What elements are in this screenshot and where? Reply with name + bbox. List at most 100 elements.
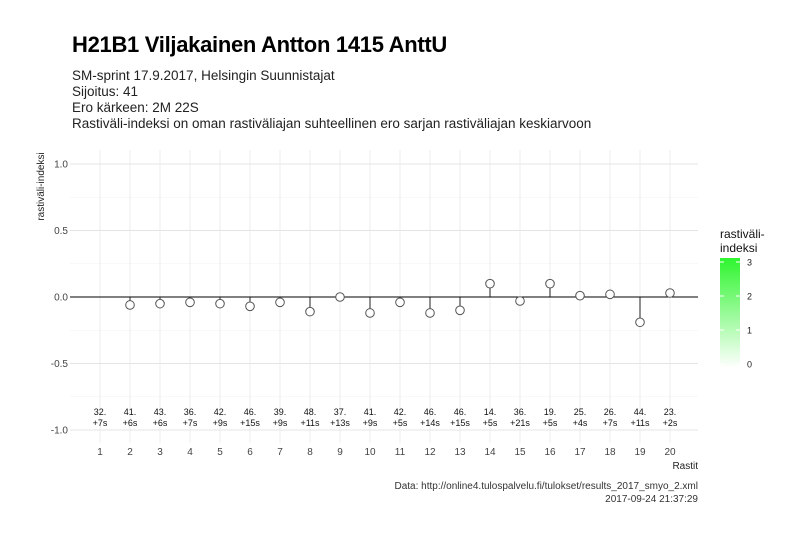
- x-tick-label: 17: [574, 447, 586, 458]
- placing-label: 44.: [634, 407, 647, 417]
- data-point: [185, 297, 195, 308]
- x-tick-label: 1: [97, 447, 103, 458]
- x-axis-title: Rastit: [672, 461, 698, 472]
- x-tick-label: 4: [187, 447, 193, 458]
- legend-tick-label: 3: [747, 258, 752, 268]
- placing-label: 32.: [94, 407, 107, 417]
- x-tick-label: 6: [247, 447, 253, 458]
- time-loss-label: +7s: [183, 418, 198, 428]
- data-point: [245, 301, 255, 312]
- data-point: [515, 296, 525, 306]
- data-point: [215, 298, 225, 309]
- legend-title: rastiväli-: [720, 227, 765, 241]
- y-tick-label: 0.0: [54, 293, 68, 304]
- placing-label: 26.: [604, 407, 617, 417]
- time-loss-label: +15s: [450, 418, 470, 428]
- placing-label: 23.: [664, 407, 677, 417]
- x-tick-label: 10: [364, 447, 376, 458]
- placing-label: 46.: [244, 407, 257, 417]
- x-tick-label: 15: [514, 447, 526, 458]
- x-tick-label: 3: [157, 447, 163, 458]
- time-loss-label: +7s: [603, 418, 618, 428]
- data-point: [275, 297, 285, 308]
- placing-label: 36.: [184, 407, 197, 417]
- x-tick-label: 9: [337, 447, 343, 458]
- data-point: [395, 297, 405, 308]
- subtitle-gap: Ero kärkeen: 2M 22S: [72, 100, 199, 115]
- legend-color-bar: [720, 258, 740, 368]
- placing-label: 39.: [274, 407, 287, 417]
- subtitle-event: SM-sprint 17.9.2017, Helsingin Suunnista…: [72, 68, 335, 83]
- x-tick-label: 16: [544, 447, 556, 458]
- time-loss-label: +5s: [393, 418, 408, 428]
- time-loss-label: +13s: [330, 418, 350, 428]
- x-tick-label: 8: [307, 447, 313, 458]
- time-loss-label: +7s: [93, 418, 108, 428]
- x-tick-label: 18: [604, 447, 616, 458]
- x-tick-label: 19: [634, 447, 646, 458]
- data-point: [575, 290, 585, 301]
- timestamp: 2017-09-24 21:37:29: [605, 494, 698, 505]
- x-tick-label: 14: [484, 447, 496, 458]
- data-point: [425, 308, 435, 318]
- data-point: [305, 306, 315, 317]
- subtitle-description: Rastiväli-indeksi on oman rastiväliajan …: [72, 116, 592, 131]
- time-loss-label: +9s: [363, 418, 378, 428]
- data-point: [665, 288, 675, 298]
- time-loss-label: +4s: [573, 418, 588, 428]
- placing-label: 36.: [514, 407, 527, 417]
- placing-label: 42.: [394, 407, 407, 417]
- data-point: [635, 317, 645, 328]
- placing-label: 48.: [304, 407, 317, 417]
- placing-label: 14.: [484, 407, 497, 417]
- time-loss-label: +14s: [420, 418, 440, 428]
- legend-tick-label: 1: [747, 326, 752, 336]
- data-point: [155, 298, 165, 309]
- placing-label: 42.: [214, 407, 227, 417]
- x-tick-label: 11: [395, 447, 406, 458]
- time-loss-label: +9s: [273, 418, 288, 428]
- y-tick-label: 1.0: [54, 160, 68, 171]
- subtitle-placing: Sijoitus: 41: [72, 84, 139, 99]
- data-point: [365, 308, 375, 318]
- placing-label: 19.: [544, 407, 557, 417]
- x-tick-label: 5: [217, 447, 223, 458]
- x-tick-label: 12: [424, 447, 436, 458]
- time-loss-label: +11s: [630, 418, 650, 428]
- x-tick-label: 13: [454, 447, 466, 458]
- placing-label: 46.: [424, 407, 437, 417]
- chart-title: H21B1 Viljakainen Antton 1415 AnttU: [72, 32, 448, 57]
- y-axis-title: rastiväli-indeksi: [36, 152, 47, 220]
- data-point: [605, 289, 615, 300]
- placing-label: 25.: [574, 407, 587, 417]
- time-loss-label: +2s: [663, 418, 678, 428]
- time-loss-label: +5s: [483, 418, 498, 428]
- x-tick-label: 20: [664, 447, 676, 458]
- x-tick-label: 7: [277, 447, 283, 458]
- time-loss-label: +5s: [543, 418, 558, 428]
- time-loss-label: +15s: [240, 418, 260, 428]
- placing-label: 41.: [124, 407, 137, 417]
- data-point: [545, 278, 555, 289]
- placing-label: 41.: [364, 407, 377, 417]
- time-loss-label: +6s: [123, 418, 138, 428]
- y-tick-label: -0.5: [51, 359, 69, 370]
- data-point: [335, 292, 345, 302]
- placing-label: 43.: [154, 407, 167, 417]
- placing-label: 37.: [334, 407, 347, 417]
- legend-title: indeksi: [720, 241, 757, 255]
- time-loss-label: +6s: [153, 418, 168, 428]
- y-tick-label: 0.5: [54, 226, 68, 237]
- time-loss-label: +11s: [300, 418, 320, 428]
- time-loss-label: +21s: [510, 418, 530, 428]
- data-point: [455, 305, 465, 316]
- data-point: [125, 300, 135, 310]
- data-source: Data: http://online4.tulospalvelu.fi/tul…: [394, 481, 698, 492]
- data-point: [485, 278, 495, 289]
- time-loss-label: +9s: [213, 418, 228, 428]
- legend-tick-label: 2: [747, 292, 752, 302]
- x-tick-label: 2: [127, 447, 133, 458]
- legend-tick-label: 0: [747, 360, 752, 370]
- placing-label: 46.: [454, 407, 467, 417]
